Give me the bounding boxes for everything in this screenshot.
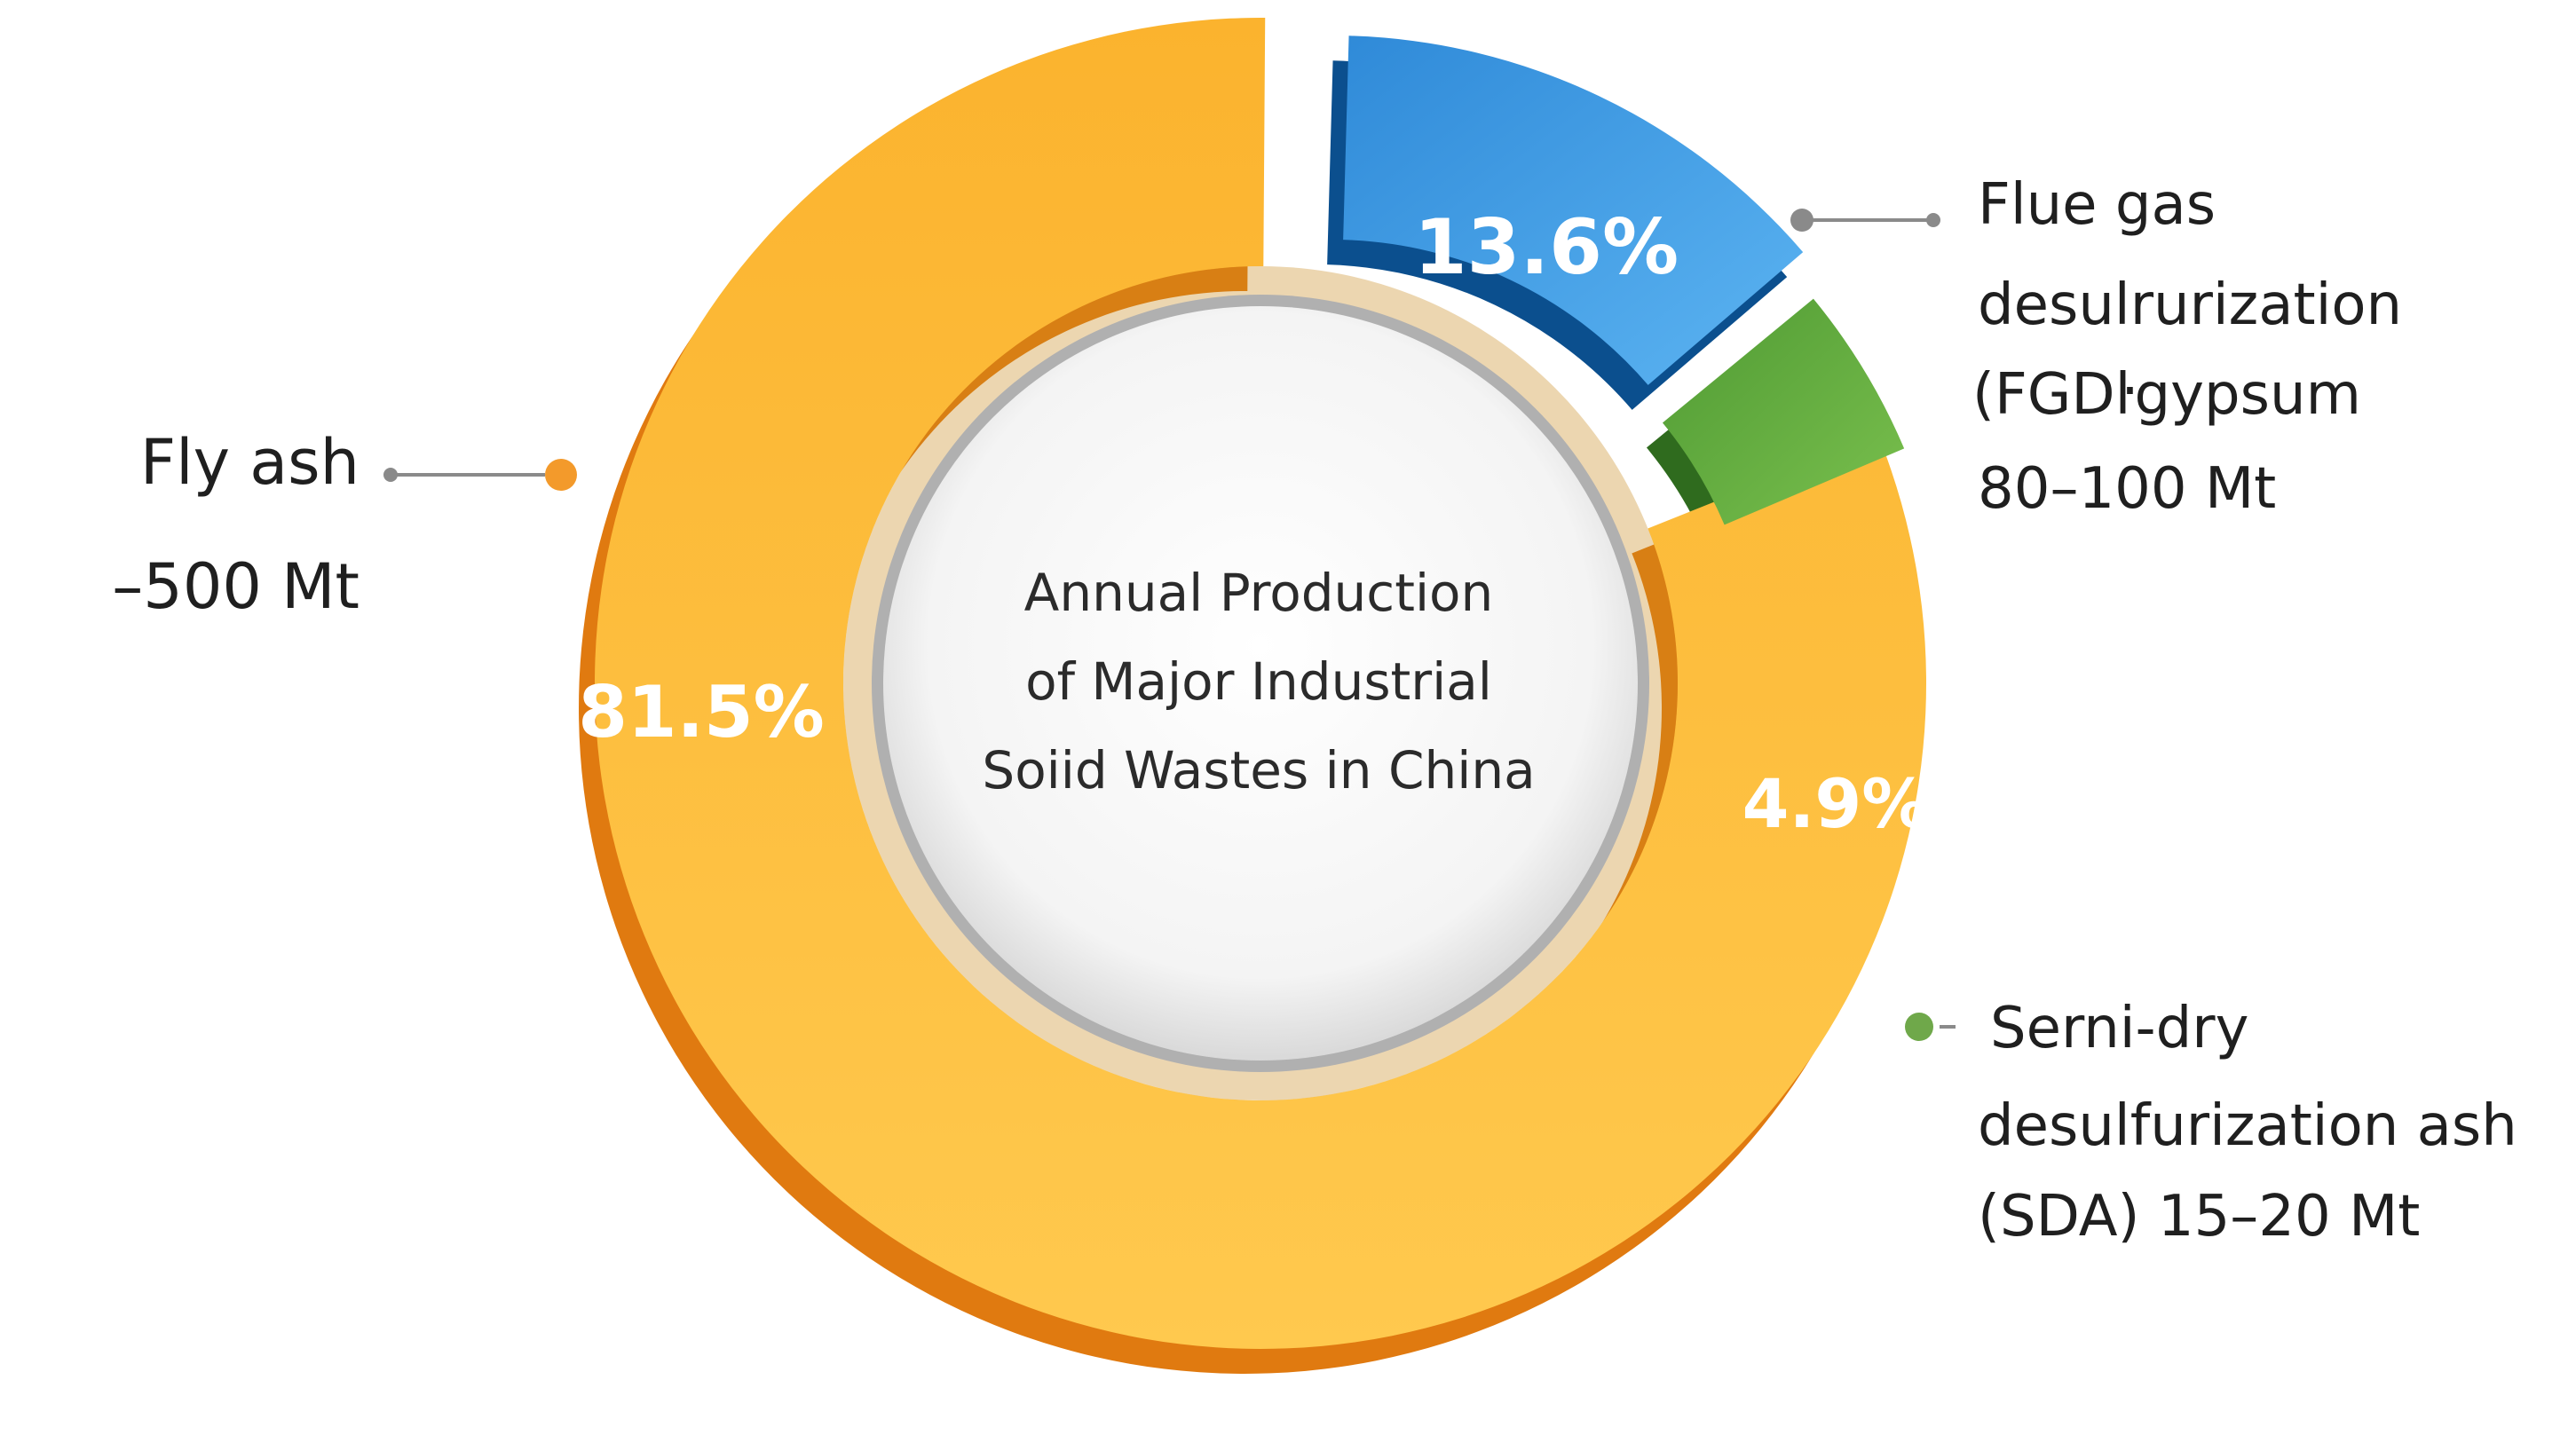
- slice-fly-ash: [594, 17, 1926, 1350]
- legend-fgd-line-1: Flue gas: [1978, 172, 2216, 238]
- slice-fgd-gypsum: [1343, 35, 1804, 385]
- leader-dot-fly-ash: [383, 468, 398, 482]
- legend-sda-line-2: desulfurization ash: [1978, 1093, 2517, 1159]
- center-disc: [883, 306, 1638, 1061]
- chart-title-line-2: of Major Industrial: [1025, 651, 1492, 712]
- legend-sda-line-3: (SDA) 15–20 Mt: [1978, 1184, 2420, 1250]
- chart-title-line-3: Soiid Wastes in China: [982, 740, 1535, 800]
- leader-dot-fgd-outer: [1926, 213, 1940, 227]
- legend-sda-line-1: Serni-dry: [1990, 996, 2248, 1061]
- legend-fly-ash-line-2: –500 Mt: [112, 550, 360, 623]
- chart-title-line-1: Annual Production: [1024, 563, 1494, 623]
- percent-label-fgd-gypsum: 13.6%: [1414, 203, 1679, 292]
- percent-label-sda: 4.9%: [1742, 764, 1930, 843]
- legend-fgd-line-3: (FGDŀgypsum: [1972, 362, 2361, 428]
- legend-fly-ash-line-1: Fly ash: [140, 426, 360, 499]
- legend-marker-sda: [1905, 1013, 1933, 1041]
- percent-label-fly-ash: 81.5%: [578, 671, 825, 753]
- slice-sda: [1662, 298, 1905, 525]
- legend-marker-fly-ash: [545, 459, 577, 491]
- legend-fgd-line-2: desulrurization: [1978, 272, 2402, 338]
- legend-fgd-line-4: 80–100 Mt: [1978, 456, 2276, 522]
